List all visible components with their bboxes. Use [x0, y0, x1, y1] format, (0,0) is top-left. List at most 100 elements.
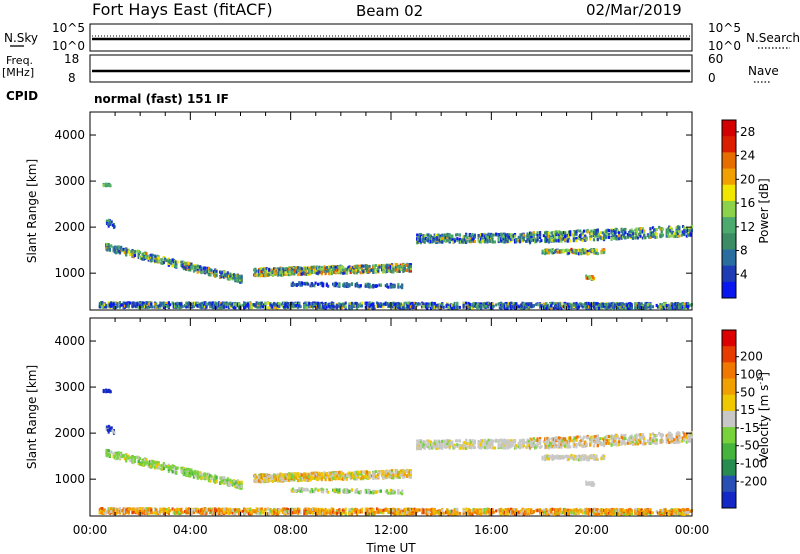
velocity-echo: [265, 479, 268, 483]
velocity-echo: [175, 466, 178, 470]
power-echo: [478, 303, 481, 307]
power-echo: [483, 304, 487, 308]
power-echo: [649, 231, 652, 235]
velocity-echo: [181, 466, 184, 470]
power-echo: [495, 232, 498, 236]
power-echo: [447, 305, 450, 309]
velocity-echo: [270, 474, 273, 478]
power-echo: [290, 267, 293, 271]
power-echo: [296, 283, 300, 287]
velocity-echo: [265, 473, 268, 477]
power-echo: [576, 303, 579, 307]
power-echo: [256, 301, 260, 305]
power-echo: [458, 237, 461, 241]
power-echo: [155, 302, 158, 306]
velocity-echo: [152, 461, 155, 465]
power-echo: [688, 226, 691, 230]
power-echo: [579, 234, 582, 238]
power-echo: [620, 302, 623, 306]
power-echo: [464, 301, 468, 305]
velocity-echo: [131, 459, 134, 463]
power-echo: [607, 302, 611, 306]
power-echo: [447, 304, 450, 308]
velocity-echo: [299, 475, 302, 479]
power-echo: [177, 303, 180, 307]
power-echo: [634, 302, 637, 306]
power-echo: [281, 304, 285, 308]
power-echo: [190, 265, 193, 269]
velocity-echo: [130, 456, 133, 460]
power-echo: [426, 302, 429, 306]
power-echo: [162, 301, 165, 305]
power-echo: [116, 246, 119, 250]
power-echo: [370, 303, 374, 307]
velocity-echo: [150, 463, 153, 467]
power-echo: [264, 268, 267, 272]
power-echo: [179, 304, 182, 308]
power-echo: [345, 271, 349, 275]
power-echo: [110, 220, 113, 224]
power-echo: [472, 301, 475, 305]
power-echo: [592, 228, 596, 232]
power-echo: [670, 306, 673, 310]
power-echo: [357, 303, 360, 307]
power-echo: [388, 266, 391, 270]
power-echo: [508, 303, 512, 307]
power-echo: [295, 268, 298, 272]
power-echo: [497, 237, 500, 241]
power-echo: [373, 305, 376, 309]
power-echo: [150, 253, 153, 257]
power-echo: [329, 265, 332, 269]
power-echo: [562, 302, 566, 306]
power-echo: [552, 249, 555, 253]
power-echo: [443, 234, 446, 238]
power-echo: [271, 270, 275, 274]
velocity-echo: [113, 456, 117, 460]
power-echo: [522, 238, 525, 242]
velocity-echo: [145, 458, 148, 462]
power-echo: [172, 305, 175, 309]
power-echo: [487, 236, 490, 240]
power-echo: [585, 236, 588, 240]
power-echo: [566, 306, 569, 310]
power-echo: [309, 272, 312, 276]
velocity-echo: [137, 455, 140, 459]
power-echo: [98, 304, 101, 308]
power-echo: [310, 304, 313, 308]
power-echo: [664, 305, 667, 309]
power-echo: [347, 284, 350, 288]
power-echo: [471, 303, 474, 307]
velocity-echo: [266, 479, 270, 483]
power-echo: [249, 302, 252, 306]
power-echo: [320, 283, 323, 287]
power-echo: [556, 305, 559, 309]
power-echo: [551, 238, 554, 242]
power-echo: [343, 282, 346, 286]
power-echo: [612, 234, 616, 238]
power-echo: [605, 232, 608, 236]
velocity-echo: [204, 477, 207, 481]
power-echo: [259, 305, 262, 309]
power-echo: [209, 268, 212, 272]
power-echo: [219, 275, 222, 279]
power-echo: [397, 265, 400, 269]
power-echo: [192, 301, 196, 305]
power-echo: [303, 306, 306, 310]
power-echo: [355, 283, 359, 287]
power-echo: [145, 301, 148, 305]
power-echo: [194, 301, 197, 305]
power-echo: [306, 282, 310, 286]
power-echo: [317, 271, 320, 275]
velocity-echo: [303, 476, 306, 480]
power-echo: [596, 304, 599, 308]
power-echo: [115, 251, 118, 255]
velocity-echo: [259, 473, 262, 477]
power-echo: [549, 303, 552, 307]
power-echo: [582, 251, 586, 255]
velocity-echo: [127, 456, 130, 460]
velocity-echo: [232, 482, 236, 486]
velocity-echo: [157, 462, 160, 466]
power-echo: [585, 229, 588, 233]
power-echo: [232, 306, 236, 310]
power-echo: [686, 233, 690, 237]
